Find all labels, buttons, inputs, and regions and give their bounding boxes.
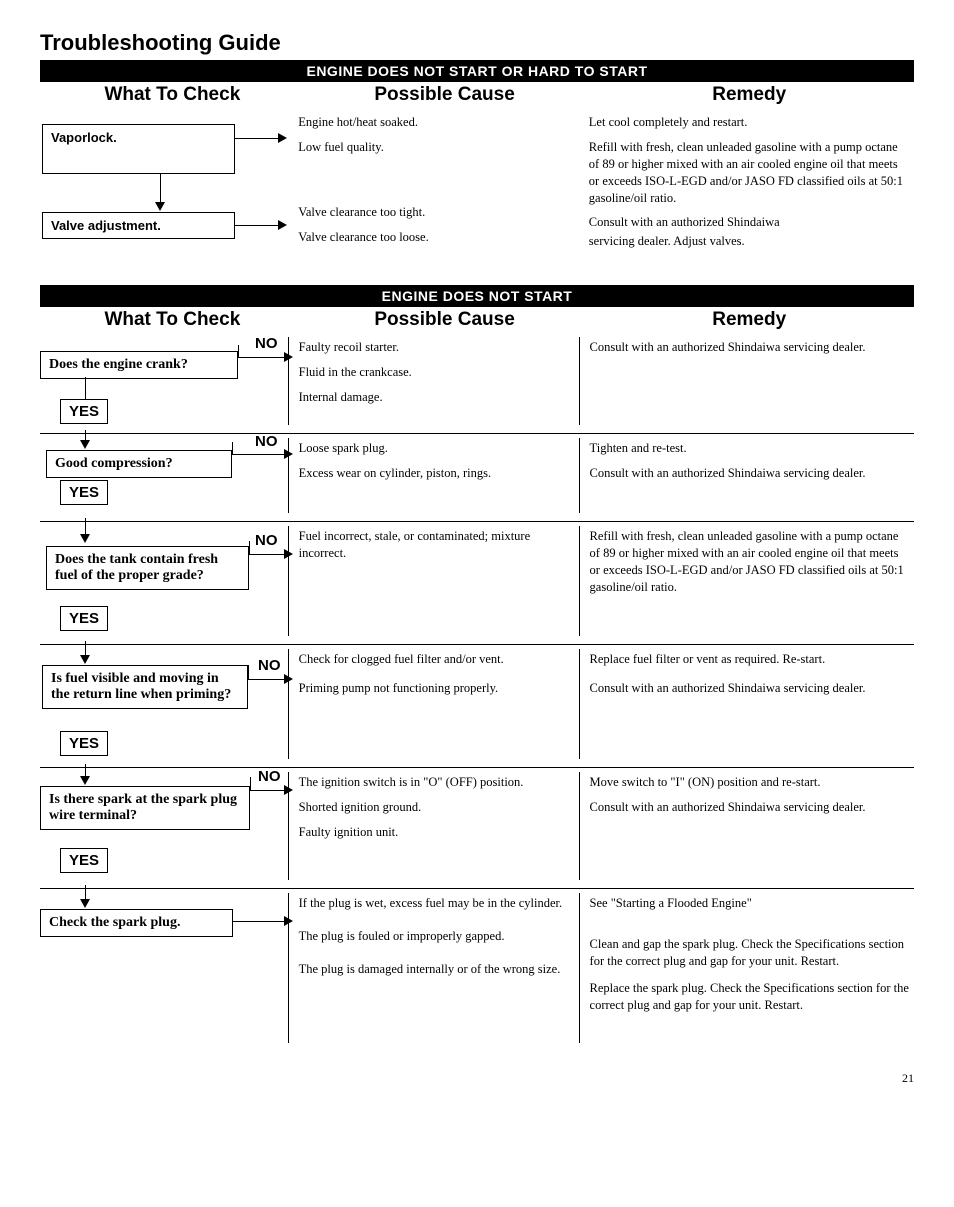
cause-text: Faulty recoil starter. bbox=[299, 339, 571, 356]
arrow-down-icon bbox=[80, 655, 90, 664]
header-remedy: Remedy bbox=[584, 309, 914, 331]
valve-label: Valve adjustment. bbox=[51, 218, 161, 233]
cause-text: Priming pump not functioning properly. bbox=[299, 680, 571, 697]
yes-box: YES bbox=[60, 399, 108, 424]
remedy-text: Tighten and re-test. bbox=[590, 440, 910, 457]
remedy-text: Clean and gap the spark plug. Check the … bbox=[590, 936, 910, 970]
check-label: Check the spark plug. bbox=[49, 915, 180, 930]
check-box: Does the engine crank? bbox=[40, 351, 238, 379]
arrow-right-icon bbox=[284, 785, 293, 795]
no-label: NO bbox=[255, 433, 278, 450]
remedy-text: Consult with an authorized Shindaiwa ser… bbox=[590, 339, 910, 356]
section2-headers: What To Check Possible Cause Remedy bbox=[40, 309, 914, 331]
no-label: NO bbox=[258, 657, 281, 674]
arrow-right-icon bbox=[284, 549, 293, 559]
remedy-text: See "Starting a Flooded Engine" bbox=[590, 895, 910, 912]
flow-row: NO Does the engine crank? YES Faulty rec… bbox=[40, 333, 914, 434]
arrow-down-icon bbox=[80, 440, 90, 449]
remedy-text: servicing dealer. Adjust valves. bbox=[589, 233, 910, 250]
cause-text: Low fuel quality. bbox=[298, 139, 571, 156]
check-label: Does the engine crank? bbox=[49, 357, 188, 372]
remedy-text: Let cool completely and restart. bbox=[589, 114, 910, 131]
cause-text: The ignition switch is in "O" (OFF) posi… bbox=[299, 774, 571, 791]
cause-text: Internal damage. bbox=[299, 389, 571, 406]
flow-row: NO Does the tank contain fresh fuel of t… bbox=[40, 522, 914, 645]
arrow-down-icon bbox=[80, 534, 90, 543]
yes-label: YES bbox=[69, 403, 99, 420]
remedy-text: Move switch to "I" (ON) position and re-… bbox=[590, 774, 910, 791]
arrow-down-icon bbox=[80, 899, 90, 908]
no-label: NO bbox=[255, 532, 278, 549]
section1-row: Vaporlock. Valve adjustment. Engine hot/… bbox=[40, 108, 914, 285]
section1-banner: ENGINE DOES NOT START OR HARD TO START bbox=[40, 60, 914, 82]
flow-row: Check the spark plug. If the plug is wet… bbox=[40, 889, 914, 1051]
header-check: What To Check bbox=[40, 84, 305, 106]
section1-headers: What To Check Possible Cause Remedy bbox=[40, 84, 914, 106]
arrow-right-icon bbox=[278, 133, 287, 143]
arrow-right-icon bbox=[284, 449, 293, 459]
section2-banner: ENGINE DOES NOT START bbox=[40, 285, 914, 307]
cause-text: Loose spark plug. bbox=[299, 440, 571, 457]
yes-label: YES bbox=[69, 610, 99, 627]
cause-text: Faulty ignition unit. bbox=[299, 824, 571, 841]
cause-text: Fuel incorrect, stale, or contaminated; … bbox=[299, 528, 571, 562]
cause-text: Check for clogged fuel filter and/or ven… bbox=[299, 651, 571, 668]
header-remedy: Remedy bbox=[584, 84, 914, 106]
cause-text: Engine hot/heat soaked. bbox=[298, 114, 571, 131]
remedy-text: Refill with fresh, clean unleaded gasoli… bbox=[590, 528, 910, 596]
check-label: Does the tank contain fresh fuel of the … bbox=[55, 552, 218, 583]
yes-box: YES bbox=[60, 848, 108, 873]
flow-row: NO Good compression? YES Loose spark plu… bbox=[40, 434, 914, 522]
check-box: Is there spark at the spark plug wire te… bbox=[40, 786, 250, 830]
check-box: Does the tank contain fresh fuel of the … bbox=[46, 546, 249, 590]
cause-text: Fluid in the crankcase. bbox=[299, 364, 571, 381]
remedy-text: Consult with an authorized Shindaiwa bbox=[589, 214, 910, 231]
cause-text: Valve clearance too tight. bbox=[298, 204, 571, 221]
cause-text: Excess wear on cylinder, piston, rings. bbox=[299, 465, 571, 482]
yes-label: YES bbox=[69, 735, 99, 752]
flow-row: NO Is there spark at the spark plug wire… bbox=[40, 768, 914, 889]
no-label: NO bbox=[255, 335, 278, 352]
cause-text: The plug is damaged internally or of the… bbox=[299, 961, 571, 978]
check-label: Is there spark at the spark plug wire te… bbox=[49, 792, 237, 823]
page-title: Troubleshooting Guide bbox=[40, 30, 914, 56]
flow-row: NO Is fuel visible and moving in the ret… bbox=[40, 645, 914, 768]
yes-box: YES bbox=[60, 480, 108, 505]
header-check: What To Check bbox=[40, 309, 305, 331]
arrow-right-icon bbox=[284, 916, 293, 926]
check-box: Is fuel visible and moving in the return… bbox=[42, 665, 248, 709]
header-cause: Possible Cause bbox=[305, 84, 585, 106]
check-box: Good compression? bbox=[46, 450, 232, 478]
check-label: Is fuel visible and moving in the return… bbox=[51, 671, 231, 702]
remedy-text: Replace fuel filter or vent as required.… bbox=[590, 651, 910, 668]
page-number: 21 bbox=[40, 1071, 914, 1086]
remedy-text: Refill with fresh, clean unleaded gasoli… bbox=[589, 139, 910, 207]
arrow-right-icon bbox=[284, 352, 293, 362]
no-label: NO bbox=[258, 768, 281, 785]
yes-box: YES bbox=[60, 731, 108, 756]
check-box: Check the spark plug. bbox=[40, 909, 233, 937]
valve-box: Valve adjustment. bbox=[42, 212, 235, 239]
yes-label: YES bbox=[69, 484, 99, 501]
remedy-text: Consult with an authorized Shindaiwa ser… bbox=[590, 465, 910, 482]
header-cause: Possible Cause bbox=[305, 309, 585, 331]
remedy-text: Consult with an authorized Shindaiwa ser… bbox=[590, 799, 910, 816]
arrow-down-icon bbox=[155, 202, 165, 211]
cause-text: If the plug is wet, excess fuel may be i… bbox=[299, 895, 571, 912]
arrow-down-icon bbox=[80, 776, 90, 785]
yes-label: YES bbox=[69, 852, 99, 869]
remedy-text: Replace the spark plug. Check the Specif… bbox=[590, 980, 910, 1014]
vaporlock-label: Vaporlock. bbox=[51, 130, 117, 145]
arrow-right-icon bbox=[278, 220, 287, 230]
yes-box: YES bbox=[60, 606, 108, 631]
remedy-text: Consult with an authorized Shindaiwa ser… bbox=[590, 680, 910, 697]
check-label: Good compression? bbox=[55, 456, 173, 471]
vaporlock-box: Vaporlock. bbox=[42, 124, 235, 174]
cause-text: Valve clearance too loose. bbox=[298, 229, 571, 246]
cause-text: Shorted ignition ground. bbox=[299, 799, 571, 816]
cause-text: The plug is fouled or improperly gapped. bbox=[299, 928, 571, 945]
arrow-right-icon bbox=[284, 674, 293, 684]
